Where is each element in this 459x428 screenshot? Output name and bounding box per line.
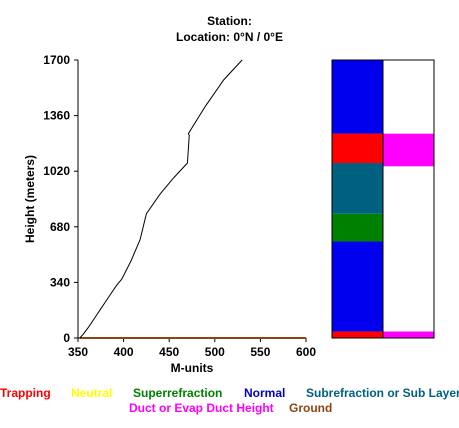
y-tick-label: 340 — [50, 275, 70, 289]
layer-band-right — [383, 331, 434, 338]
station-label: Station: — [207, 14, 252, 28]
marks-group — [79, 59, 306, 339]
x-tick-label: 450 — [159, 345, 179, 359]
x-axis-label: M-units — [171, 361, 214, 375]
layer-band-right — [383, 60, 434, 134]
y-tick-label: 0 — [63, 331, 70, 345]
y-tick-label: 1020 — [43, 164, 70, 178]
y-axis-label: Height (meters) — [23, 155, 37, 243]
legend-label: Normal — [244, 386, 286, 400]
x-tick-label: 550 — [250, 345, 270, 359]
x-tick-label: 600 — [296, 345, 316, 359]
m-unit-profile-line — [79, 59, 243, 339]
y-tick-label: 1360 — [43, 109, 70, 123]
y-tick-label: 680 — [50, 220, 70, 234]
layer-band-left — [332, 163, 383, 214]
legend-label: Neutral — [71, 386, 113, 400]
legend-item-subrefraction: Subrefraction or Sub Layer — [306, 386, 459, 400]
legend-item-superrefraction: Superrefraction — [133, 386, 222, 400]
legend-label: Duct or Evap Duct Height — [129, 401, 274, 415]
x-tick-label: 400 — [114, 345, 134, 359]
legend-item-neutral: Neutral — [71, 386, 112, 400]
layer-band-right — [383, 133, 434, 167]
axes-group: 0 340 680 1020 1360 1700 350 400 450 500 550 600 — [43, 53, 316, 359]
legend-item-trapping: Trapping — [0, 386, 51, 400]
legend-label: Ground — [289, 401, 333, 415]
layer-band-left — [332, 60, 383, 134]
legend-label: Superrefraction — [133, 386, 223, 400]
layer-band-left — [332, 241, 383, 332]
legend-label: Subrefraction or Sub Layer — [306, 386, 459, 400]
layer-band-left — [332, 213, 383, 242]
layer-band-left — [332, 133, 383, 164]
location-label: Location: 0°N / 0°E — [176, 30, 283, 44]
layer-columns — [331, 59, 435, 339]
x-tick-label: 500 — [205, 345, 225, 359]
legend-label: Trapping — [0, 386, 51, 400]
legend-item-ground: Ground — [289, 401, 332, 415]
legend-item-normal: Normal — [244, 386, 285, 400]
layer-band-right — [383, 166, 434, 332]
layer-band-left — [332, 331, 383, 338]
y-tick-label: 1700 — [43, 53, 70, 67]
legend-item-duct: Duct or Evap Duct Height — [129, 401, 274, 415]
x-tick-label: 350 — [68, 345, 88, 359]
